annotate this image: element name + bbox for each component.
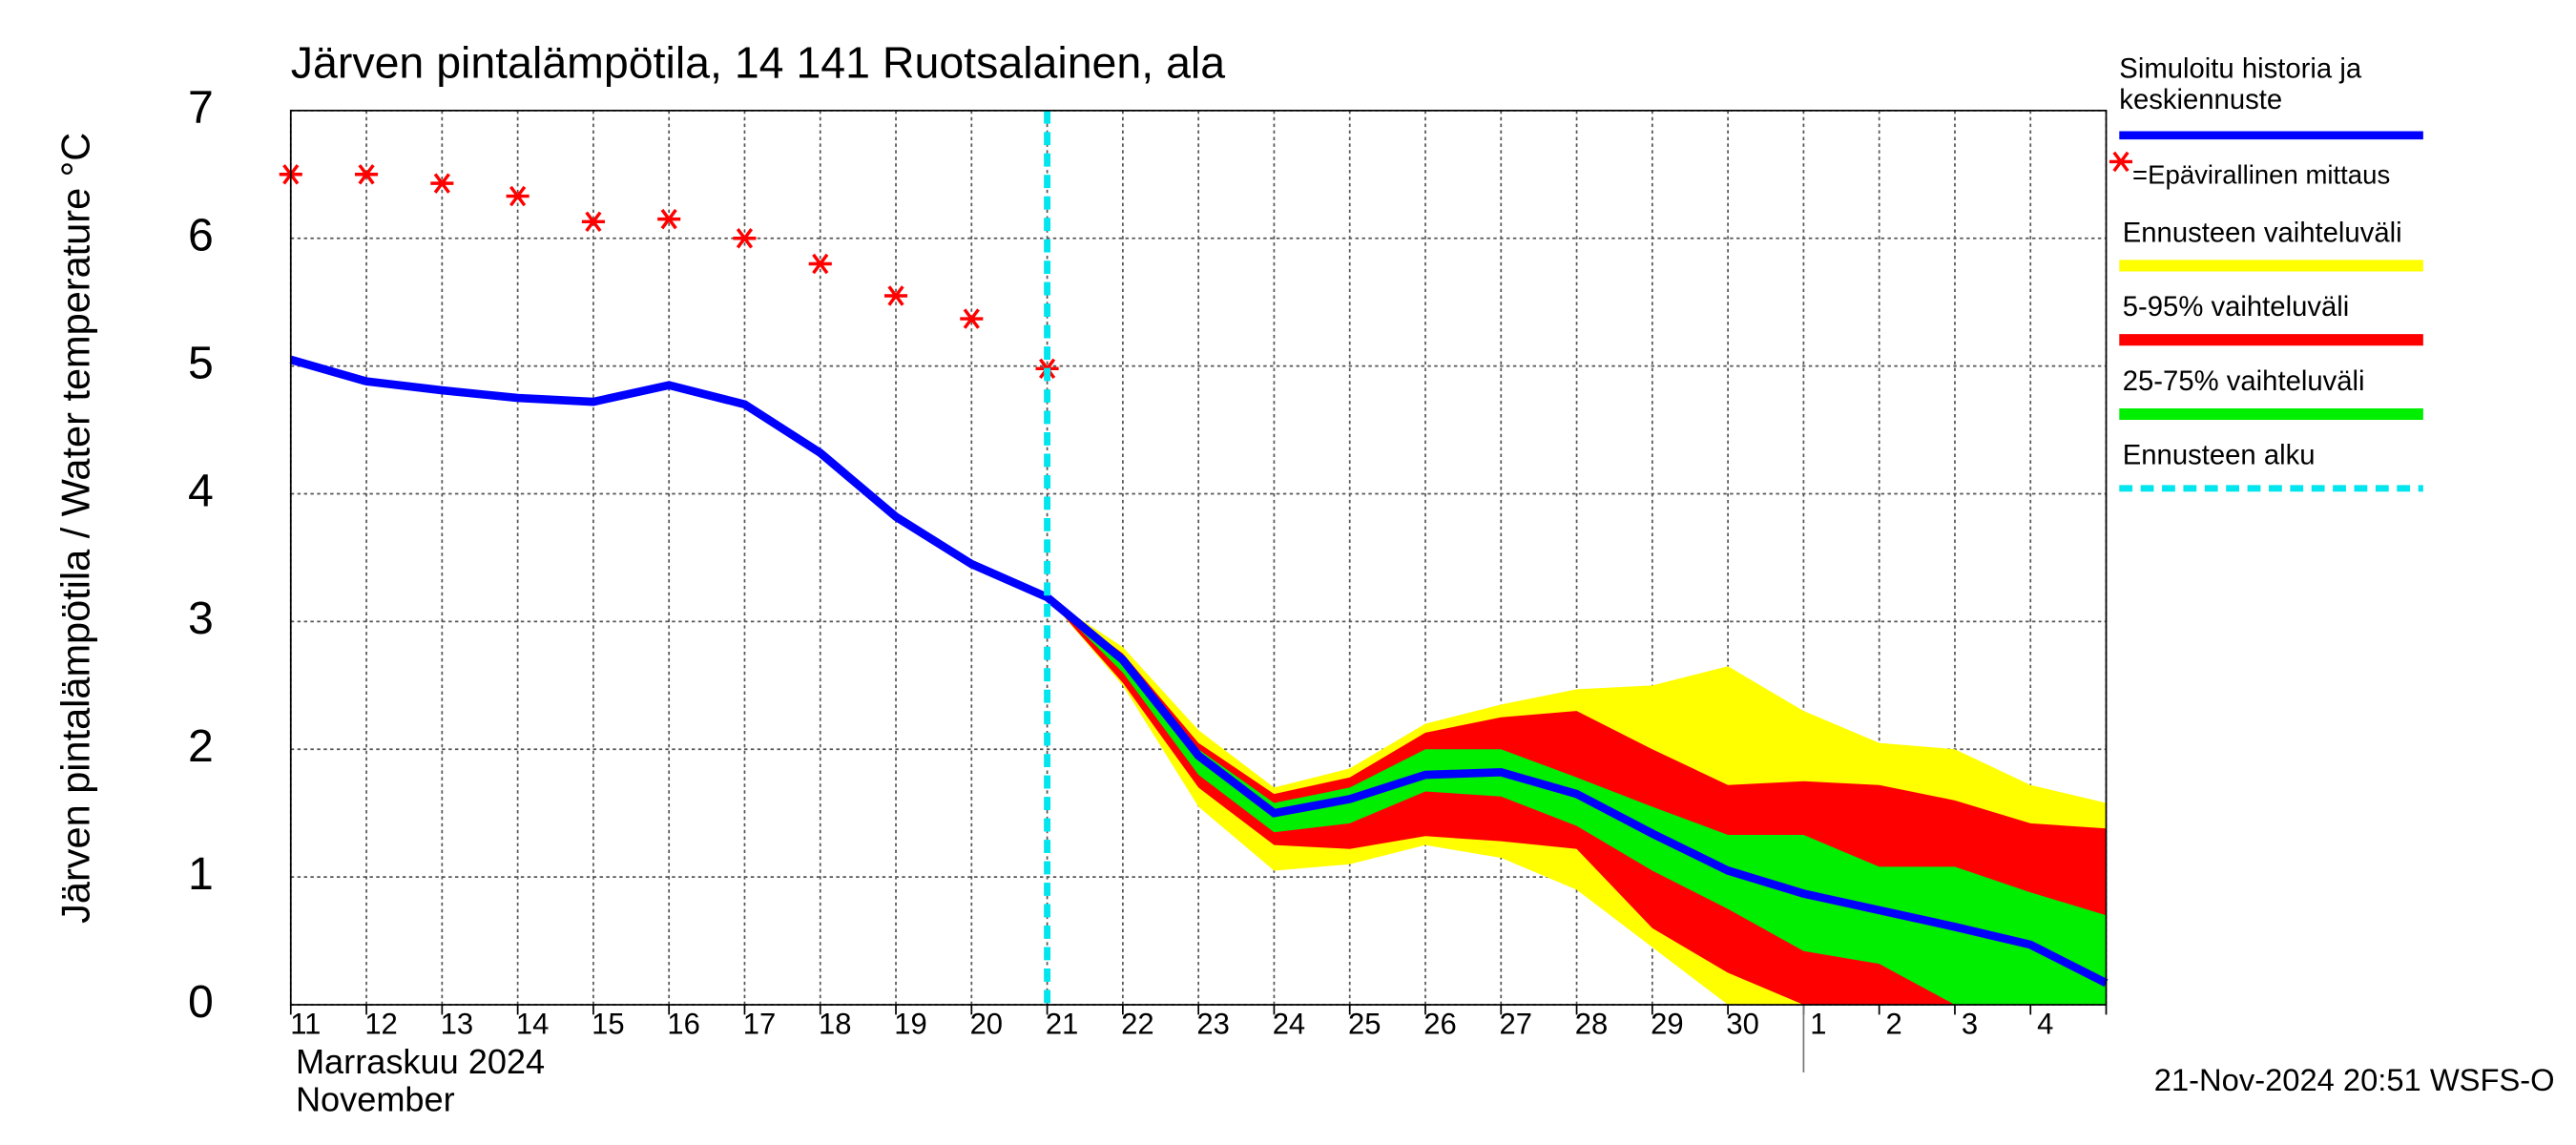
marker — [808, 253, 832, 275]
x-tick-label: 11 — [290, 1008, 321, 1041]
y-tick-label: 3 — [188, 593, 214, 644]
x-tick-label: 4 — [2037, 1008, 2053, 1041]
x-tick-label: 26 — [1423, 1008, 1456, 1041]
marker — [581, 211, 605, 233]
x-tick-label: 22 — [1121, 1008, 1153, 1041]
y-tick-label: 7 — [188, 82, 214, 134]
chart-title: Järven pintalämpötila, 14 141 Ruotsalain… — [291, 37, 1225, 87]
footer: 21-Nov-2024 20:51 WSFS-O — [2154, 1062, 2555, 1097]
x-tick-label: 19 — [894, 1008, 926, 1041]
y-tick-label: 5 — [188, 337, 214, 388]
x-tick-label: 17 — [743, 1008, 776, 1041]
legend-label: Ennusteen alku — [2123, 440, 2316, 471]
plot-frame — [289, 109, 2108, 1006]
marker — [355, 164, 379, 185]
x-month-label: Marraskuu 2024 — [296, 1042, 545, 1081]
marker — [657, 208, 681, 230]
y-tick-label: 1 — [188, 848, 214, 900]
x-tick-label: 1 — [1810, 1008, 1826, 1041]
legend-label: Ennusteen vaihteluväli — [2123, 217, 2402, 248]
legend-label-box: Simuloitu historia ja keskiennuste — [2119, 52, 2362, 116]
x-tick-label: 25 — [1348, 1008, 1381, 1041]
x-tick-label: 30 — [1726, 1008, 1758, 1041]
y-tick-label: 2 — [188, 720, 214, 772]
x-tick-label: 3 — [1962, 1008, 1978, 1041]
x-tick-label: 13 — [441, 1008, 473, 1041]
x-tick-label: 18 — [819, 1008, 851, 1041]
x-month-label-en: November — [296, 1080, 455, 1119]
x-tick-label: 28 — [1575, 1008, 1608, 1041]
legend-label: =Epävirallinen mittaus — [2132, 159, 2390, 189]
legend-label: 5-95% vaihteluväli — [2123, 291, 2350, 323]
y-tick-label: 6 — [188, 209, 214, 260]
line — [289, 355, 2109, 988]
x-tick-label: 15 — [592, 1008, 624, 1041]
x-tick-label: 14 — [516, 1008, 549, 1041]
x-tick-label: 20 — [970, 1008, 1003, 1041]
marker — [960, 308, 984, 329]
legend-label: Simuloitu historia ja keskiennuste — [2119, 52, 2362, 116]
marker — [430, 173, 454, 194]
x-tick-label: 21 — [1046, 1008, 1078, 1041]
marker — [883, 285, 908, 306]
x-tick-label: 27 — [1500, 1008, 1532, 1041]
x-tick-label: 16 — [667, 1008, 699, 1041]
y-tick-label: 4 — [188, 465, 214, 516]
x-tick-label: 29 — [1651, 1008, 1683, 1041]
legend-marker — [2109, 151, 2133, 173]
marker — [733, 228, 757, 249]
y-axis-label: Järven pintalämpötila / Water temperatur… — [54, 133, 98, 924]
x-tick-label: 24 — [1273, 1008, 1305, 1041]
marker — [506, 185, 530, 207]
x-tick-label: 23 — [1196, 1008, 1229, 1041]
plot-area — [279, 109, 2109, 1006]
legend-label: 25-75% vaihteluväli — [2123, 365, 2365, 397]
x-tick-label: 12 — [364, 1008, 397, 1041]
x-tick-label: 2 — [1886, 1008, 1902, 1041]
y-tick-label: 0 — [188, 976, 214, 1028]
